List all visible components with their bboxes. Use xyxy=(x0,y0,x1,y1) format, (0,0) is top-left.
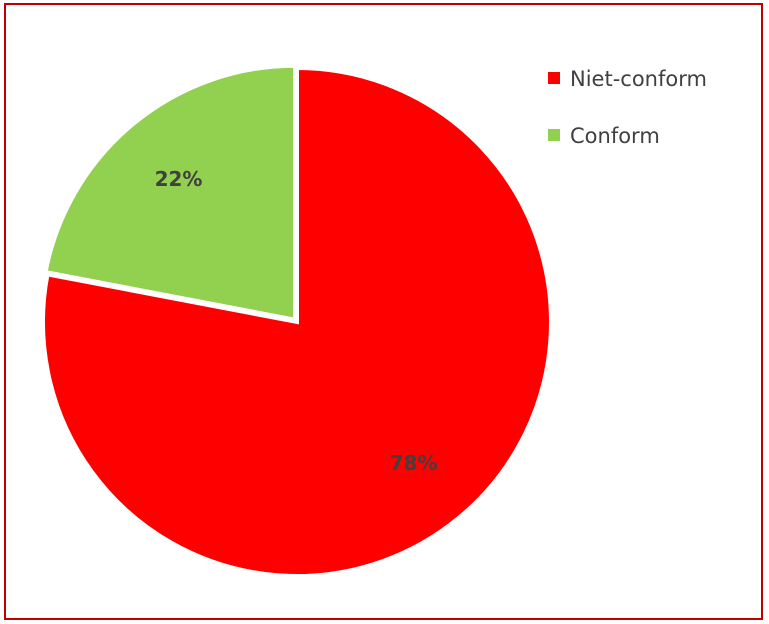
legend-swatch-niet-conform xyxy=(548,72,560,84)
legend: Niet-conform Conform xyxy=(548,67,707,148)
pie-data-labels: 78% 22% xyxy=(155,167,438,475)
pie-slices xyxy=(41,63,553,578)
data-label-niet-conform: 78% xyxy=(390,451,438,475)
legend-label-conform: Conform xyxy=(570,124,660,148)
pie-slice-conform xyxy=(43,63,298,323)
legend-label-niet-conform: Niet-conform xyxy=(570,67,707,91)
data-label-conform: 22% xyxy=(155,167,203,191)
legend-swatch-conform xyxy=(548,129,560,141)
